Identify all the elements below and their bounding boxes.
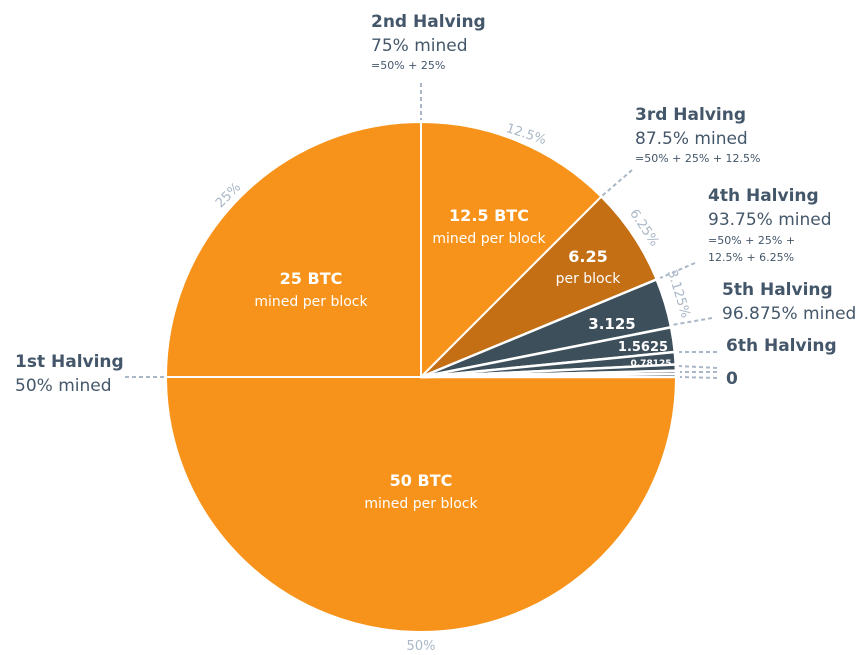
halving-2-title: 2nd Halving xyxy=(371,12,486,32)
slice-0-78125-label: 0.78125 xyxy=(631,359,672,369)
halving-6-title: 6th Halving xyxy=(726,336,837,356)
leader-zero-2 xyxy=(679,376,718,379)
halving-4-formula-2: 12.5% + 6.25% xyxy=(708,251,794,264)
slice-25btc-label: 25 BTC xyxy=(280,269,343,288)
slice-6-25-sublabel: per block xyxy=(556,271,622,287)
leader-4th-halving xyxy=(659,262,696,279)
halving-zero-label: 0 xyxy=(726,369,738,389)
halving-2-formula: =50% + 25% xyxy=(371,59,445,72)
halving-1-mined: 50% mined xyxy=(15,376,112,396)
halving-3-title: 3rd Halving xyxy=(635,105,746,125)
slice-50btc-sublabel: mined per block xyxy=(364,496,478,512)
leader-5th-halving xyxy=(671,317,713,326)
halving-4-title: 4th Halving xyxy=(708,186,819,206)
pie-slice-2 xyxy=(165,121,422,378)
halving-5-title: 5th Halving xyxy=(722,280,833,300)
pie-slice-3 xyxy=(420,121,603,378)
leader-6th-halving-2 xyxy=(678,365,718,369)
halving-3-formula: =50% + 25% + 12.5% xyxy=(635,152,760,165)
slice-50btc-label: 50 BTC xyxy=(390,471,453,490)
slice-6-25-label: 6.25 xyxy=(568,247,607,266)
slice-25btc-sublabel: mined per block xyxy=(254,294,368,310)
slice-12-5btc-sublabel: mined per block xyxy=(432,231,546,247)
pie-slice-10 xyxy=(419,372,678,379)
percent-label-50: 50% xyxy=(407,639,436,651)
halving-3-mined: 87.5% mined xyxy=(635,129,748,149)
leader-3rd-halving xyxy=(601,169,633,197)
halving-4-mined: 93.75% mined xyxy=(708,210,832,230)
halving-1-title: 1st Halving xyxy=(15,352,124,372)
pie-slice-1 xyxy=(165,376,677,633)
halving-4-formula-1: =50% + 25% + xyxy=(708,234,795,247)
slice-3-125-label: 3.125 xyxy=(588,315,635,333)
slice-12-5btc-label: 12.5 BTC xyxy=(449,206,529,225)
halving-2-mined: 75% mined xyxy=(371,36,468,56)
halving-5-mined: 96.875% mined xyxy=(722,304,856,324)
slice-1-5625-label: 1.5625 xyxy=(618,340,668,355)
